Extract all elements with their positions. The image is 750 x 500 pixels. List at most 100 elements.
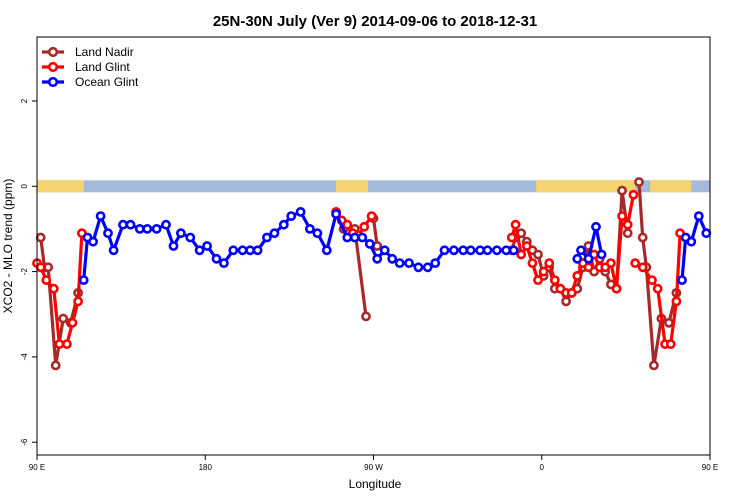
data-point — [103, 228, 113, 239]
data-point — [95, 211, 106, 221]
x-tick-label: 0 — [540, 463, 545, 472]
data-point — [516, 249, 527, 260]
data-point — [357, 232, 368, 243]
data-point — [185, 232, 196, 243]
data-point — [67, 317, 78, 328]
legend-item: Ocean Glint — [42, 75, 139, 89]
x-tick-label: 90 W — [364, 463, 383, 472]
data-point — [252, 245, 263, 256]
data-point — [637, 232, 648, 243]
y-tick-label: 0 — [20, 184, 29, 189]
data-point — [50, 360, 61, 371]
data-point — [617, 185, 627, 196]
data-point — [630, 258, 641, 268]
data-point — [637, 262, 648, 273]
data-point — [237, 245, 248, 256]
y-tick-label: 2 — [20, 98, 29, 103]
data-point — [194, 245, 205, 256]
data-point — [422, 262, 433, 273]
y-tick-label: -4 — [20, 353, 29, 361]
data-point — [686, 236, 697, 247]
data-point — [606, 258, 616, 268]
data-point — [331, 209, 341, 219]
data-point — [387, 253, 398, 264]
series-ocean-glint — [78, 206, 519, 285]
data-point — [372, 253, 383, 264]
data-point — [175, 228, 186, 239]
data-point — [211, 253, 222, 264]
series-line — [680, 214, 708, 281]
data-point — [151, 223, 162, 234]
data-point — [664, 317, 674, 328]
data-point — [439, 245, 450, 256]
data-point — [35, 232, 46, 243]
data-point — [665, 339, 676, 349]
data-point — [622, 219, 633, 230]
series-ocean-glint — [677, 211, 712, 285]
legend-label: Ocean Glint — [75, 75, 139, 89]
data-point — [142, 223, 153, 234]
y-tick-label: -2 — [20, 267, 29, 275]
data-point — [413, 262, 424, 273]
data-point — [245, 245, 255, 256]
data-point — [261, 232, 272, 243]
data-point — [652, 283, 663, 294]
data-point — [125, 219, 136, 230]
series-layer — [32, 177, 712, 371]
data-point — [693, 211, 704, 221]
data-point — [538, 266, 549, 277]
data-point — [510, 219, 521, 230]
x-tick-label: 90 E — [29, 463, 45, 472]
data-point — [583, 253, 594, 264]
x-axis-label: Longitude — [349, 477, 402, 491]
data-point — [649, 360, 659, 371]
data-point — [506, 232, 517, 243]
data-point — [295, 206, 306, 217]
data-point — [465, 245, 476, 256]
data-point — [304, 223, 315, 234]
legend-swatch-marker — [47, 46, 59, 58]
land-band — [536, 180, 636, 193]
data-point — [379, 245, 390, 256]
data-point — [321, 245, 332, 256]
data-point — [622, 228, 633, 239]
data-point — [527, 258, 538, 268]
data-point — [361, 311, 371, 322]
data-point — [349, 232, 360, 243]
data-point — [572, 270, 583, 281]
legend-swatch-marker — [47, 76, 59, 88]
data-point — [677, 275, 687, 285]
x-tick-label: 180 — [199, 463, 213, 472]
data-point — [286, 211, 297, 221]
legend-item: Land Nadir — [42, 45, 134, 59]
x-tick-label: 90 E — [702, 463, 718, 472]
data-point — [566, 287, 577, 298]
data-point — [533, 275, 543, 285]
data-point — [701, 228, 712, 239]
data-point — [448, 245, 459, 256]
data-point — [62, 339, 72, 349]
data-point — [228, 245, 239, 256]
data-point — [202, 241, 212, 251]
data-point — [118, 219, 128, 230]
data-point — [269, 228, 280, 239]
data-point — [404, 258, 414, 268]
legend-item: Land Glint — [42, 60, 130, 74]
data-point — [43, 262, 54, 273]
data-point — [647, 275, 657, 285]
data-point — [342, 219, 353, 230]
y-axis: -6 -4 -2 0 2 — [20, 98, 37, 446]
y-axis-label: XCO2 - MLO trend (ppm) — [1, 179, 15, 314]
data-point — [430, 258, 441, 268]
data-point — [482, 245, 493, 256]
data-point — [364, 238, 375, 249]
data-point — [278, 219, 289, 230]
data-point — [41, 275, 52, 285]
data-point — [394, 258, 405, 268]
data-point — [508, 245, 519, 256]
data-point — [58, 313, 69, 324]
data-point — [596, 249, 607, 260]
data-point — [549, 275, 560, 285]
data-point — [611, 283, 622, 294]
